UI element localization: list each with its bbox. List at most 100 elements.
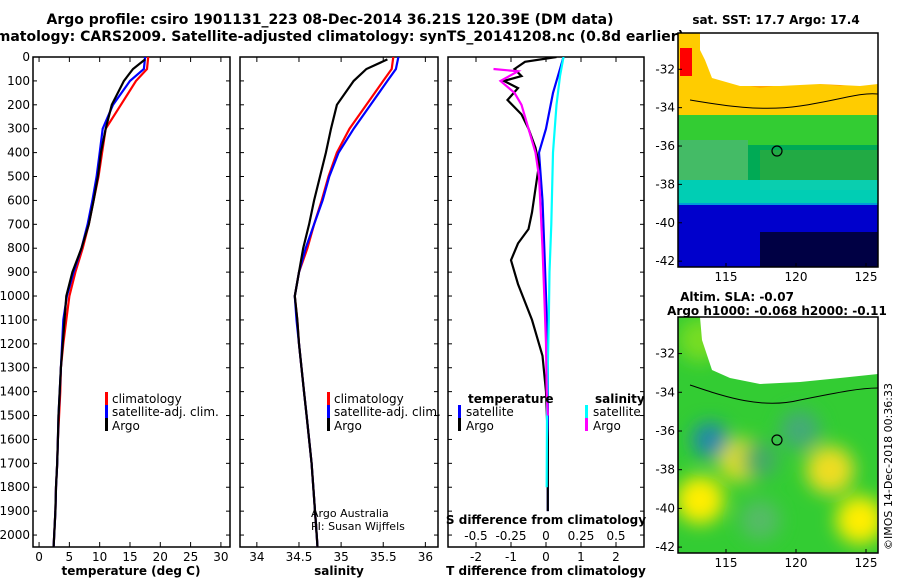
sst-map-image [678, 33, 878, 267]
legend-label-temperature-satellite: satellite [466, 405, 514, 419]
depth-tick-label: 1200 [0, 337, 30, 351]
depth-tick-label: 1100 [0, 313, 30, 327]
temperature-panel: 0 5 10 15 20 25 30 temperature (deg C) climato… [32, 56, 231, 578]
map-y-tick-label: -34 [655, 385, 675, 399]
credit-line-2: PI: Susan Wijffels [311, 520, 405, 533]
salinity-x-label: salinity [314, 564, 364, 578]
x-tick-label: 15 [122, 550, 137, 564]
map-y-tick-label: -42 [655, 254, 675, 268]
legend-label-temperature-argo: Argo [466, 419, 494, 433]
depth-tick-label: 1300 [0, 361, 30, 375]
map-x-tick-label: 125 [855, 556, 878, 570]
s-difference-ticks: -0.5 -0.25 0 0.25 0.5 [464, 529, 625, 543]
s-difference-tick-label: -0.5 [464, 529, 487, 543]
depth-tick-label: 1600 [0, 432, 30, 446]
temperature-lines [52, 57, 150, 547]
x-tick-label: 36 [418, 550, 433, 564]
depth-tick-label: 800 [7, 241, 30, 255]
depth-axis: 0 100 200 300 400 500 600 700 800 900 1000 1100 1200… [0, 50, 644, 542]
depth-tick-label: 1900 [0, 504, 30, 518]
map-y-tick-label: -42 [655, 540, 675, 554]
depth-tick-label: 600 [7, 193, 30, 207]
sla-map-image [678, 317, 878, 553]
temperature-x-ticks: 0 5 10 15 20 25 30 [35, 57, 229, 564]
series-line-salinity-satellite [545, 57, 565, 488]
sla-map-ticks: 115 120 125 -32 -34 -36 -38 -40 -42 [655, 347, 877, 570]
map-y-tick-label: -32 [655, 347, 675, 361]
map-y-tick-label: -34 [655, 101, 675, 115]
map-x-tick-label: 125 [855, 270, 878, 284]
t-difference-x-label: T difference from climatology [446, 564, 646, 578]
legend-swatch-climatology [105, 392, 108, 405]
title-line-1: Argo profile: csiro 1901131_223 08-Dec-2… [47, 12, 614, 28]
legend-swatch-salinity-argo [585, 418, 588, 431]
difference-panel: -2 -1 0 1 2 T difference from climatology S … [446, 56, 646, 578]
map-y-tick-label: -36 [655, 424, 675, 438]
x-tick-label: 35.5 [370, 550, 397, 564]
legend-swatch-satellite [105, 405, 108, 418]
s-difference-tick-label: 0 [542, 529, 550, 543]
depth-tick-label: 1400 [0, 385, 30, 399]
map-y-tick-label: -40 [655, 501, 675, 515]
x-tick-label: 0 [542, 550, 550, 564]
x-tick-label: -2 [470, 550, 482, 564]
x-tick-label: 35 [333, 550, 348, 564]
legend-label-salinity-argo: Argo [593, 419, 621, 433]
depth-tick-label: 400 [7, 146, 30, 160]
sla-map: Altim. SLA: -0.07 Argo h1000: -0.068 h20… [655, 290, 886, 570]
depth-tick-label: 700 [7, 217, 30, 231]
s-difference-tick-label: -0.25 [495, 529, 526, 543]
difference-legend: temperature satellite Argo salinity sate… [458, 392, 645, 433]
map-x-tick-label: 115 [715, 556, 738, 570]
depth-tick-label: 1500 [0, 409, 30, 423]
series-line-climatology [52, 57, 150, 547]
legend-swatch-salinity-satellite [585, 405, 588, 418]
sla-map-title-line-1: Altim. SLA: -0.07 [680, 290, 794, 304]
temperature-x-label: temperature (deg C) [62, 564, 201, 578]
x-tick-label: 30 [213, 550, 228, 564]
map-y-tick-label: -40 [655, 216, 675, 230]
x-tick-label: 2 [612, 550, 620, 564]
map-y-tick-label: -32 [655, 62, 675, 76]
title-line-2: Climatology: CARS2009. Satellite-adjuste… [0, 29, 684, 45]
x-tick-label: 10 [92, 550, 107, 564]
x-tick-label: -1 [505, 550, 517, 564]
legend-swatch-climatology [327, 392, 330, 405]
legend-label-salinity-satellite: satellite [593, 405, 641, 419]
depth-tick-label: 1700 [0, 456, 30, 470]
temperature-legend: climatology satellite-adj. clim. Argo [105, 392, 219, 433]
argo-position-marker [771, 434, 783, 446]
temperature-plot-frame [32, 56, 231, 548]
x-tick-label: 25 [183, 550, 198, 564]
map-y-tick-label: -36 [655, 139, 675, 153]
x-tick-label: 34.5 [286, 550, 313, 564]
legend-title-temperature: temperature [468, 392, 553, 406]
legend-label-argo: Argo [112, 419, 140, 433]
x-tick-label: 1 [577, 550, 585, 564]
salinity-lines [293, 57, 400, 547]
legend-label-satellite: satellite-adj. clim. [334, 405, 441, 419]
x-tick-label: 34 [249, 550, 264, 564]
depth-tick-label: 900 [7, 265, 30, 279]
series-line-salinity-argo [493, 67, 549, 416]
salinity-legend: climatology satellite-adj. clim. Argo [327, 392, 441, 433]
difference-x-ticks: -2 -1 0 1 2 [470, 57, 620, 564]
depth-tick-label: 300 [7, 122, 30, 136]
salinity-x-ticks: 34 34.5 35 35.5 36 [249, 57, 433, 564]
depth-tick-label: 100 [7, 74, 30, 88]
s-difference-tick-label: 0.25 [568, 529, 595, 543]
legend-title-salinity: salinity [595, 392, 645, 406]
series-line-temperature-argo [500, 57, 557, 512]
map-x-tick-label: 120 [785, 270, 808, 284]
s-difference-tick-label: 0.5 [606, 529, 625, 543]
map-x-tick-label: 115 [715, 270, 738, 284]
copyright-stamp: ©IMOS 14-Dec-2018 00:36:33 [882, 383, 895, 550]
legend-swatch-temperature-satellite [458, 405, 461, 418]
legend-label-argo: Argo [334, 419, 362, 433]
x-tick-label: 0 [35, 550, 43, 564]
depth-tick-label: 0 [22, 50, 30, 64]
argo-position-marker [771, 145, 783, 157]
legend-label-climatology: climatology [334, 392, 404, 406]
sla-map-title-line-2: Argo h1000: -0.068 h2000: -0.11 [667, 304, 887, 318]
depth-tick-label: 500 [7, 170, 30, 184]
